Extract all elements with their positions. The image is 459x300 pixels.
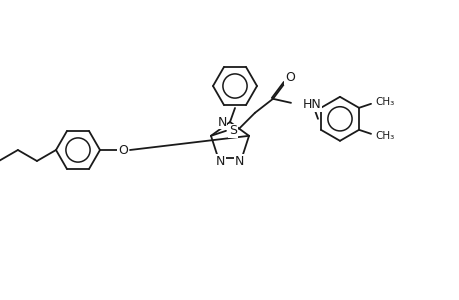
Text: O: O bbox=[285, 71, 294, 84]
Text: O: O bbox=[118, 143, 128, 157]
Text: CH₃: CH₃ bbox=[374, 97, 393, 107]
Text: N: N bbox=[215, 155, 224, 168]
Text: HN: HN bbox=[302, 98, 321, 111]
Text: S: S bbox=[229, 124, 236, 137]
Text: N: N bbox=[235, 155, 244, 168]
Text: CH₃: CH₃ bbox=[374, 131, 393, 141]
Text: N: N bbox=[217, 116, 226, 128]
